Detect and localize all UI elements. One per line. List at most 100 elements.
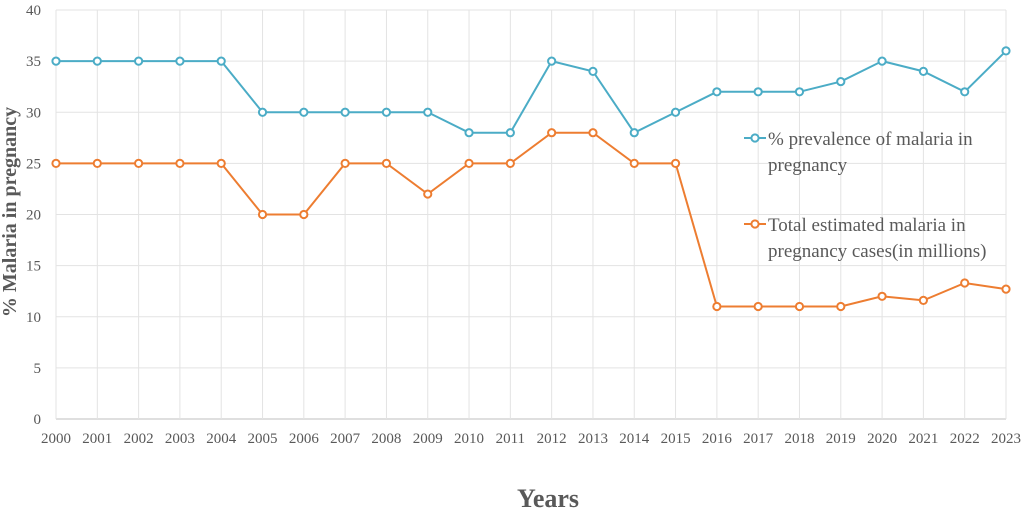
- data-point: [629, 158, 639, 168]
- data-point: [134, 158, 144, 168]
- data-point: [299, 209, 309, 220]
- x-tick-label: 2009: [413, 431, 443, 447]
- x-tick-label: 2019: [826, 431, 856, 447]
- data-point: [588, 128, 598, 138]
- data-point: [1001, 46, 1011, 56]
- data-point: [918, 295, 928, 305]
- x-tick-label: 2011: [496, 431, 525, 447]
- data-point: [794, 87, 805, 97]
- data-point: [836, 76, 846, 87]
- x-tick-label: 2007: [330, 431, 361, 447]
- data-point: [216, 56, 226, 66]
- series-1: [51, 46, 1011, 138]
- data-point: [670, 107, 681, 117]
- legend-label: pregnancy: [768, 155, 848, 176]
- data-point: [340, 158, 350, 168]
- data-point: [629, 128, 639, 138]
- data-point: [918, 66, 928, 76]
- data-point: [381, 107, 392, 117]
- x-tick-label: 2012: [537, 431, 567, 447]
- data-point: [960, 278, 970, 288]
- legend-marker: [750, 133, 760, 143]
- data-point: [92, 56, 102, 66]
- series-line: [56, 50, 1007, 134]
- y-tick-label: 15: [26, 259, 41, 275]
- x-tick-label: 2018: [784, 431, 814, 447]
- data-point: [877, 56, 887, 66]
- data-point: [381, 158, 392, 168]
- data-point: [753, 87, 763, 97]
- plot-area: [51, 46, 1011, 312]
- data-point: [51, 158, 61, 168]
- series-2: [51, 128, 1011, 312]
- x-tick-label: 2023: [991, 431, 1021, 447]
- legend-label: Total estimated malaria in: [768, 215, 966, 236]
- y-tick-label: 5: [34, 361, 42, 377]
- data-point: [257, 107, 268, 117]
- x-tick-label: 2020: [867, 431, 897, 447]
- x-tick-label: 2015: [661, 431, 691, 447]
- x-tick-label: 2013: [578, 431, 608, 447]
- data-point: [670, 158, 681, 168]
- y-tick-label: 10: [26, 310, 41, 326]
- data-point: [547, 56, 557, 66]
- data-point: [464, 158, 474, 168]
- data-point: [257, 209, 268, 220]
- data-point: [836, 301, 846, 312]
- data-point: [299, 107, 309, 117]
- data-point: [340, 107, 350, 117]
- data-point: [175, 158, 185, 168]
- x-tick-label: 2017: [743, 431, 774, 447]
- y-tick-label: 25: [26, 156, 41, 172]
- x-tick-label: 2005: [248, 431, 278, 447]
- y-axis-ticks: 0 5 10 15 20 25 30 35 40: [26, 3, 41, 428]
- data-point: [794, 301, 805, 312]
- data-point: [134, 56, 144, 66]
- x-tick-label: 2016: [702, 431, 733, 447]
- legend-item-2: Total estimated malaria in pregnancy case…: [744, 215, 986, 262]
- x-axis-title: Years: [517, 484, 579, 512]
- data-point: [216, 158, 226, 168]
- x-tick-label: 2001: [82, 431, 112, 447]
- y-tick-label: 40: [26, 3, 41, 19]
- data-point: [175, 56, 185, 66]
- x-tick-label: 2010: [454, 431, 484, 447]
- x-tick-label: 2000: [41, 431, 71, 447]
- legend-item-1: % prevalence of malaria in pregnancy: [744, 129, 973, 176]
- series-line: [56, 131, 1007, 308]
- data-point: [92, 158, 102, 168]
- data-point: [51, 56, 61, 66]
- data-point: [423, 107, 433, 117]
- legend-label: pregnancy cases(in millions): [768, 241, 986, 262]
- y-tick-label: 0: [34, 412, 42, 428]
- x-tick-label: 2004: [206, 431, 237, 447]
- y-axis-title: % Malaria in pregnancy: [0, 107, 21, 317]
- data-point: [753, 301, 763, 312]
- data-point: [588, 66, 598, 76]
- y-tick-label: 20: [26, 208, 41, 224]
- x-tick-label: 2003: [165, 431, 195, 447]
- data-point: [423, 189, 433, 199]
- x-tick-label: 2008: [371, 431, 401, 447]
- x-tick-label: 2022: [950, 431, 980, 447]
- x-axis-ticks: 2000 2001 2002 2003 2004 2005 2006 2007 2008 2009…: [41, 431, 1021, 447]
- data-point: [877, 291, 887, 301]
- x-tick-label: 2021: [908, 431, 938, 447]
- x-tick-label: 2002: [124, 431, 154, 447]
- legend: % prevalence of malaria in pregnancy Total…: [744, 129, 986, 262]
- legend-marker: [750, 219, 760, 229]
- data-point: [1001, 284, 1011, 294]
- data-point: [712, 87, 722, 97]
- legend-label: % prevalence of malaria in: [768, 129, 973, 150]
- data-point: [505, 158, 515, 168]
- data-point: [712, 301, 722, 312]
- y-tick-label: 35: [26, 54, 41, 70]
- x-tick-label: 2014: [619, 431, 650, 447]
- data-point: [960, 87, 970, 97]
- y-tick-label: 30: [26, 105, 41, 121]
- data-point: [464, 128, 474, 138]
- x-tick-label: 2006: [289, 431, 320, 447]
- data-point: [547, 128, 557, 138]
- data-point: [505, 128, 515, 138]
